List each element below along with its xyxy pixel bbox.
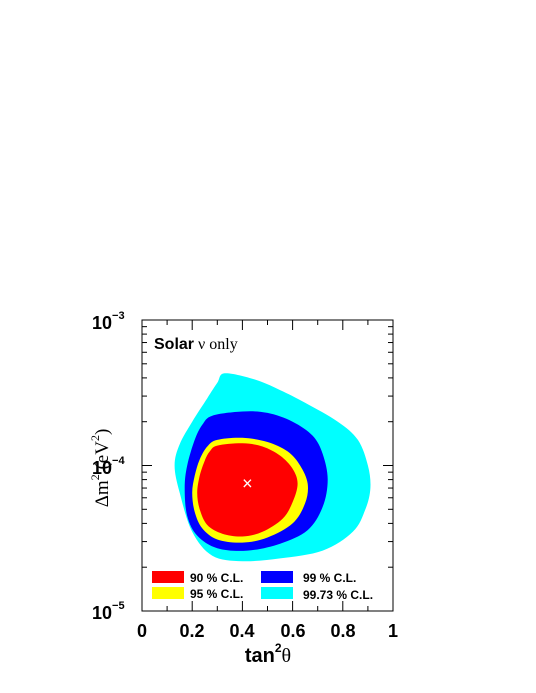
x-tick-label: 0.4	[229, 621, 254, 641]
legend-label-9973: 99.73 % C.L.	[303, 588, 373, 602]
x-tick-labels: 0 0.2 0.4 0.6 0.8 1	[137, 621, 398, 641]
legend: 90 % C.L. 99 % C.L. 95 % C.L. 99.73 % C.…	[152, 571, 373, 602]
x-tick-label: 0.6	[280, 621, 305, 641]
confidence-regions	[174, 373, 371, 562]
x-axis-label: tan2θ	[245, 641, 291, 667]
x-tick-label: 0.8	[330, 621, 355, 641]
region-90	[197, 443, 298, 537]
x-tick-label: 1	[388, 621, 398, 641]
best-fit-marker: ×	[242, 474, 253, 494]
legend-label-99: 99 % C.L.	[303, 571, 356, 585]
x-tick-label: 0	[137, 621, 147, 641]
legend-label-90: 90 % C.L.	[190, 571, 243, 585]
y-tick-labels: 10−5 10−4 10−3	[92, 310, 125, 623]
plot-annotation: Solar ν only	[154, 336, 238, 353]
legend-swatch-90	[152, 571, 184, 583]
x-tick-label: 0.2	[179, 621, 204, 641]
legend-swatch-95	[152, 587, 184, 599]
y-axis-label: Δm2 (eV2)	[88, 429, 113, 508]
legend-swatch-9973	[261, 587, 293, 599]
legend-swatch-99	[261, 571, 293, 583]
y-tick-label: 10−5	[92, 600, 125, 623]
axis-ticks	[141, 320, 394, 612]
y-tick-label: 10−3	[92, 310, 125, 333]
y-tick-label: 10−4	[92, 455, 125, 478]
legend-label-95: 95 % C.L.	[190, 587, 243, 601]
